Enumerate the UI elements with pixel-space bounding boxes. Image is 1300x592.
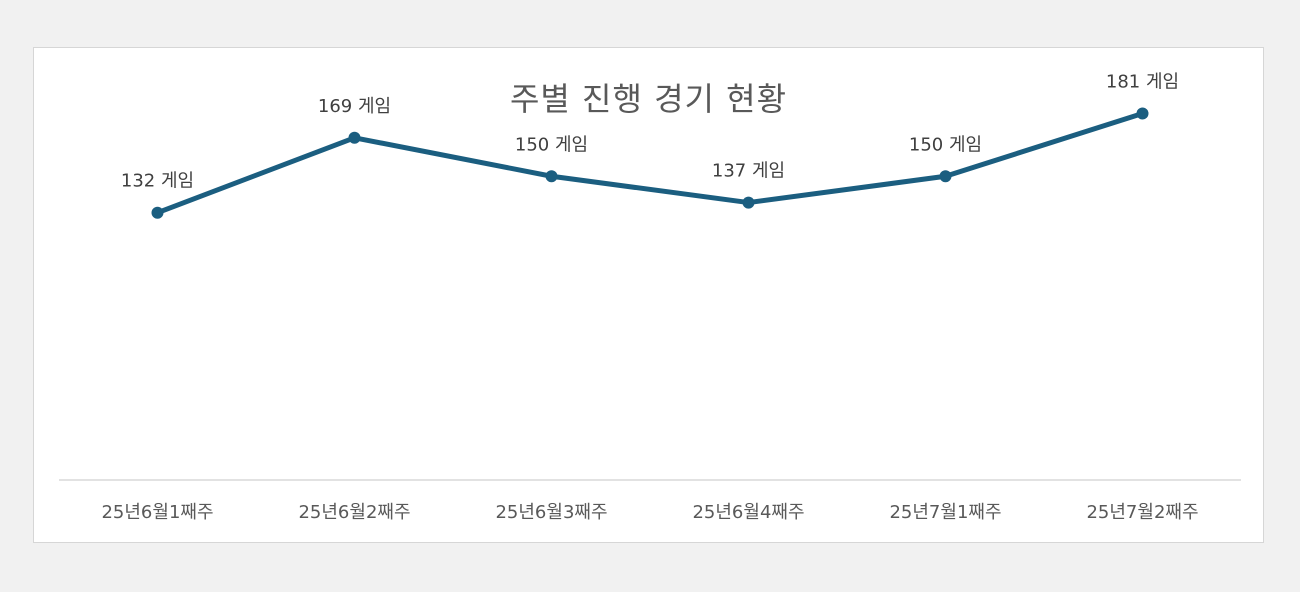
data-point bbox=[151, 206, 164, 219]
data-point bbox=[545, 170, 558, 183]
chart-card: 주별 진행 경기 현황 25년6월1째주 25년6월2째주 25년6월3째주 25년6… bbox=[33, 47, 1264, 543]
data-label: 181 게임 bbox=[1106, 71, 1179, 92]
data-point bbox=[939, 170, 952, 183]
x-tick-label: 25년7월1째주 bbox=[889, 502, 1001, 523]
data-label: 132 게임 bbox=[121, 171, 194, 192]
chart-title: 주별 진행 경기 현황 bbox=[509, 80, 788, 118]
x-tick-label: 25년6월4째주 bbox=[692, 502, 804, 523]
line-chart: 25년6월1째주 25년6월2째주 25년6월3째주 25년6월4째주 25년7월1째주… bbox=[59, 71, 1241, 523]
series-line bbox=[155, 110, 1145, 216]
x-tick-label: 25년6월1째주 bbox=[101, 502, 213, 523]
x-tick-label: 25년6월3째주 bbox=[495, 502, 607, 523]
data-label: 150 게임 bbox=[515, 134, 588, 155]
data-label: 169 게임 bbox=[318, 96, 391, 117]
data-label: 137 게임 bbox=[712, 161, 785, 182]
data-point bbox=[1136, 107, 1149, 120]
x-tick-label: 25년6월2째주 bbox=[298, 502, 410, 523]
x-tick-label: 25년7월2째주 bbox=[1086, 502, 1198, 523]
data-point bbox=[348, 131, 361, 144]
data-label: 150 게임 bbox=[909, 134, 982, 155]
data-point bbox=[742, 196, 755, 209]
